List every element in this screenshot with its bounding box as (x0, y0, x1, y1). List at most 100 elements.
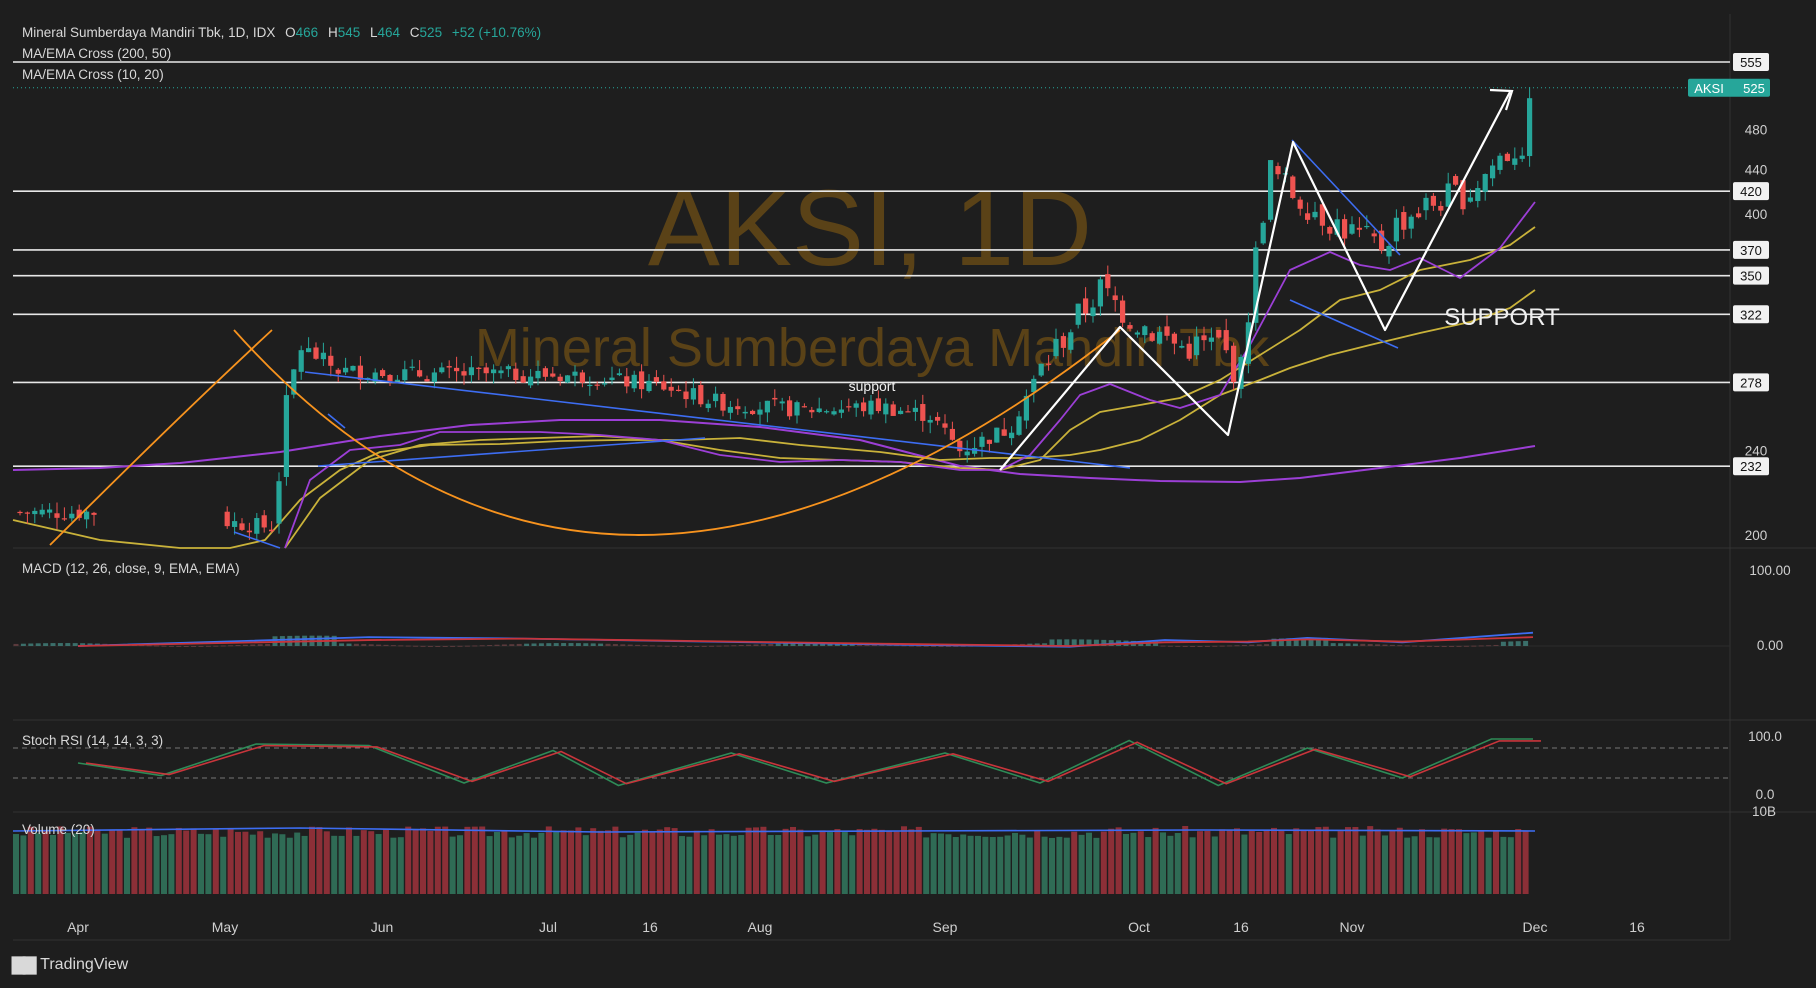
macd-hist-bar (1478, 645, 1484, 647)
macd-hist-bar (1219, 645, 1225, 647)
indicator-legend-ma-200-50[interactable]: MA/EMA Cross (200, 50) (22, 46, 172, 61)
macd-hist-bar (154, 645, 160, 647)
volume-bar (338, 835, 345, 894)
symbol-legend[interactable]: Mineral Sumberdaya Mandiri Tbk, 1D, IDX … (22, 25, 547, 40)
macd-hist-bar (820, 643, 826, 646)
volume-bar (257, 831, 264, 894)
macd-hist-bar (805, 643, 811, 646)
macd-hist-bar (413, 645, 419, 647)
macd-hist-bar (1212, 645, 1218, 647)
macd-hist-bar (1042, 643, 1048, 646)
candle-body (1053, 338, 1059, 357)
candle-body (824, 411, 830, 413)
candle-body (254, 518, 260, 534)
volume-bar (101, 833, 108, 894)
candle-body (550, 373, 556, 377)
macd-hist-bar (760, 644, 766, 646)
candle-body (32, 510, 38, 515)
volume-bar (1485, 837, 1492, 894)
candle-body (1438, 205, 1444, 211)
level-label-bg-322 (1733, 305, 1769, 324)
macd-hist-bar (575, 643, 581, 646)
volume-bar (893, 831, 900, 894)
volume-bar (346, 827, 352, 894)
volume-bar (871, 828, 878, 894)
ma-10-line (284, 201, 1536, 549)
volume-bar (1515, 829, 1522, 894)
candle-body (572, 371, 578, 376)
volume-bar (597, 830, 604, 894)
candle-body (935, 416, 941, 421)
candle-body (609, 377, 615, 381)
candle-body (1356, 227, 1362, 230)
macd-hist-bar (812, 643, 818, 646)
macd-hist-bar (553, 643, 559, 646)
candle-body (912, 407, 918, 412)
volume-bar (72, 833, 79, 894)
candle-body (246, 530, 252, 533)
time-tick: Aug (748, 919, 773, 935)
volume-bar (1470, 832, 1477, 894)
volume-bar (190, 828, 197, 894)
candle-body (76, 509, 82, 518)
level-label-bg-278 (1733, 373, 1769, 392)
indicator-legend-ma-10-20[interactable]: MA/EMA Cross (10, 20) (22, 67, 164, 82)
candle-body (742, 411, 748, 414)
time-tick: 16 (1629, 919, 1645, 935)
candle-body (431, 372, 437, 382)
macd-hist-bar (257, 644, 263, 646)
macd-hist-bar (664, 645, 670, 647)
volume-bar (405, 826, 412, 894)
macd-hist-bar (531, 643, 537, 646)
volume-bar (1086, 832, 1092, 894)
volume-bar (427, 830, 434, 894)
trendline-blue-short (327, 413, 346, 429)
candle-body (794, 402, 800, 416)
stoch-rsi-legend[interactable]: Stoch RSI (14, 14, 3, 3) (22, 733, 164, 748)
macd-hist-bar (472, 645, 478, 647)
macd-hist-bar (427, 645, 433, 647)
volume-bar (1041, 836, 1048, 894)
candle-body (1031, 378, 1037, 393)
candle-body (350, 365, 356, 371)
candle-body (676, 389, 682, 391)
macd-hist-bar (43, 643, 49, 646)
macd-hist-bar (13, 643, 19, 646)
level-label-bg-232 (1733, 457, 1769, 476)
macd-hist-bar (361, 644, 367, 646)
candle-body (535, 370, 541, 379)
candle-body (1171, 333, 1177, 344)
volume-bar (1078, 834, 1085, 894)
candle-body (1349, 224, 1355, 234)
macd-legend[interactable]: MACD (12, 26, close, 9, EMA, EMA) (22, 561, 240, 576)
candle-body (476, 367, 482, 369)
volume-bar (582, 835, 589, 894)
volume-bar (1063, 837, 1070, 894)
macd-hist-bar (1079, 639, 1085, 646)
candle-body (61, 518, 67, 520)
trendline-blue-channel-top (1291, 139, 1401, 256)
tradingview-brand[interactable]: ▇▇ TradingView (12, 955, 128, 975)
volume-bar (368, 831, 375, 894)
volume-bar (138, 829, 145, 894)
volume-bar (878, 829, 885, 894)
volume-bar (923, 837, 930, 894)
volume-legend[interactable]: Volume (20) (22, 822, 95, 837)
level-label-bg-370 (1733, 240, 1769, 259)
volume-bar (915, 826, 922, 894)
macd-hist-bar (250, 644, 256, 646)
candle-body (720, 393, 726, 411)
time-tick: May (212, 919, 238, 935)
candle-body (1142, 326, 1148, 336)
macd-hist-bar (168, 645, 174, 647)
volume-bar (316, 827, 323, 894)
candle-body (979, 436, 985, 447)
volume-bar (930, 833, 937, 894)
candle-body (387, 374, 393, 382)
macd-hist-bar (546, 643, 552, 646)
volume-bar (471, 826, 478, 894)
macd-hist-bar (598, 643, 604, 646)
volume-bar (531, 837, 537, 894)
